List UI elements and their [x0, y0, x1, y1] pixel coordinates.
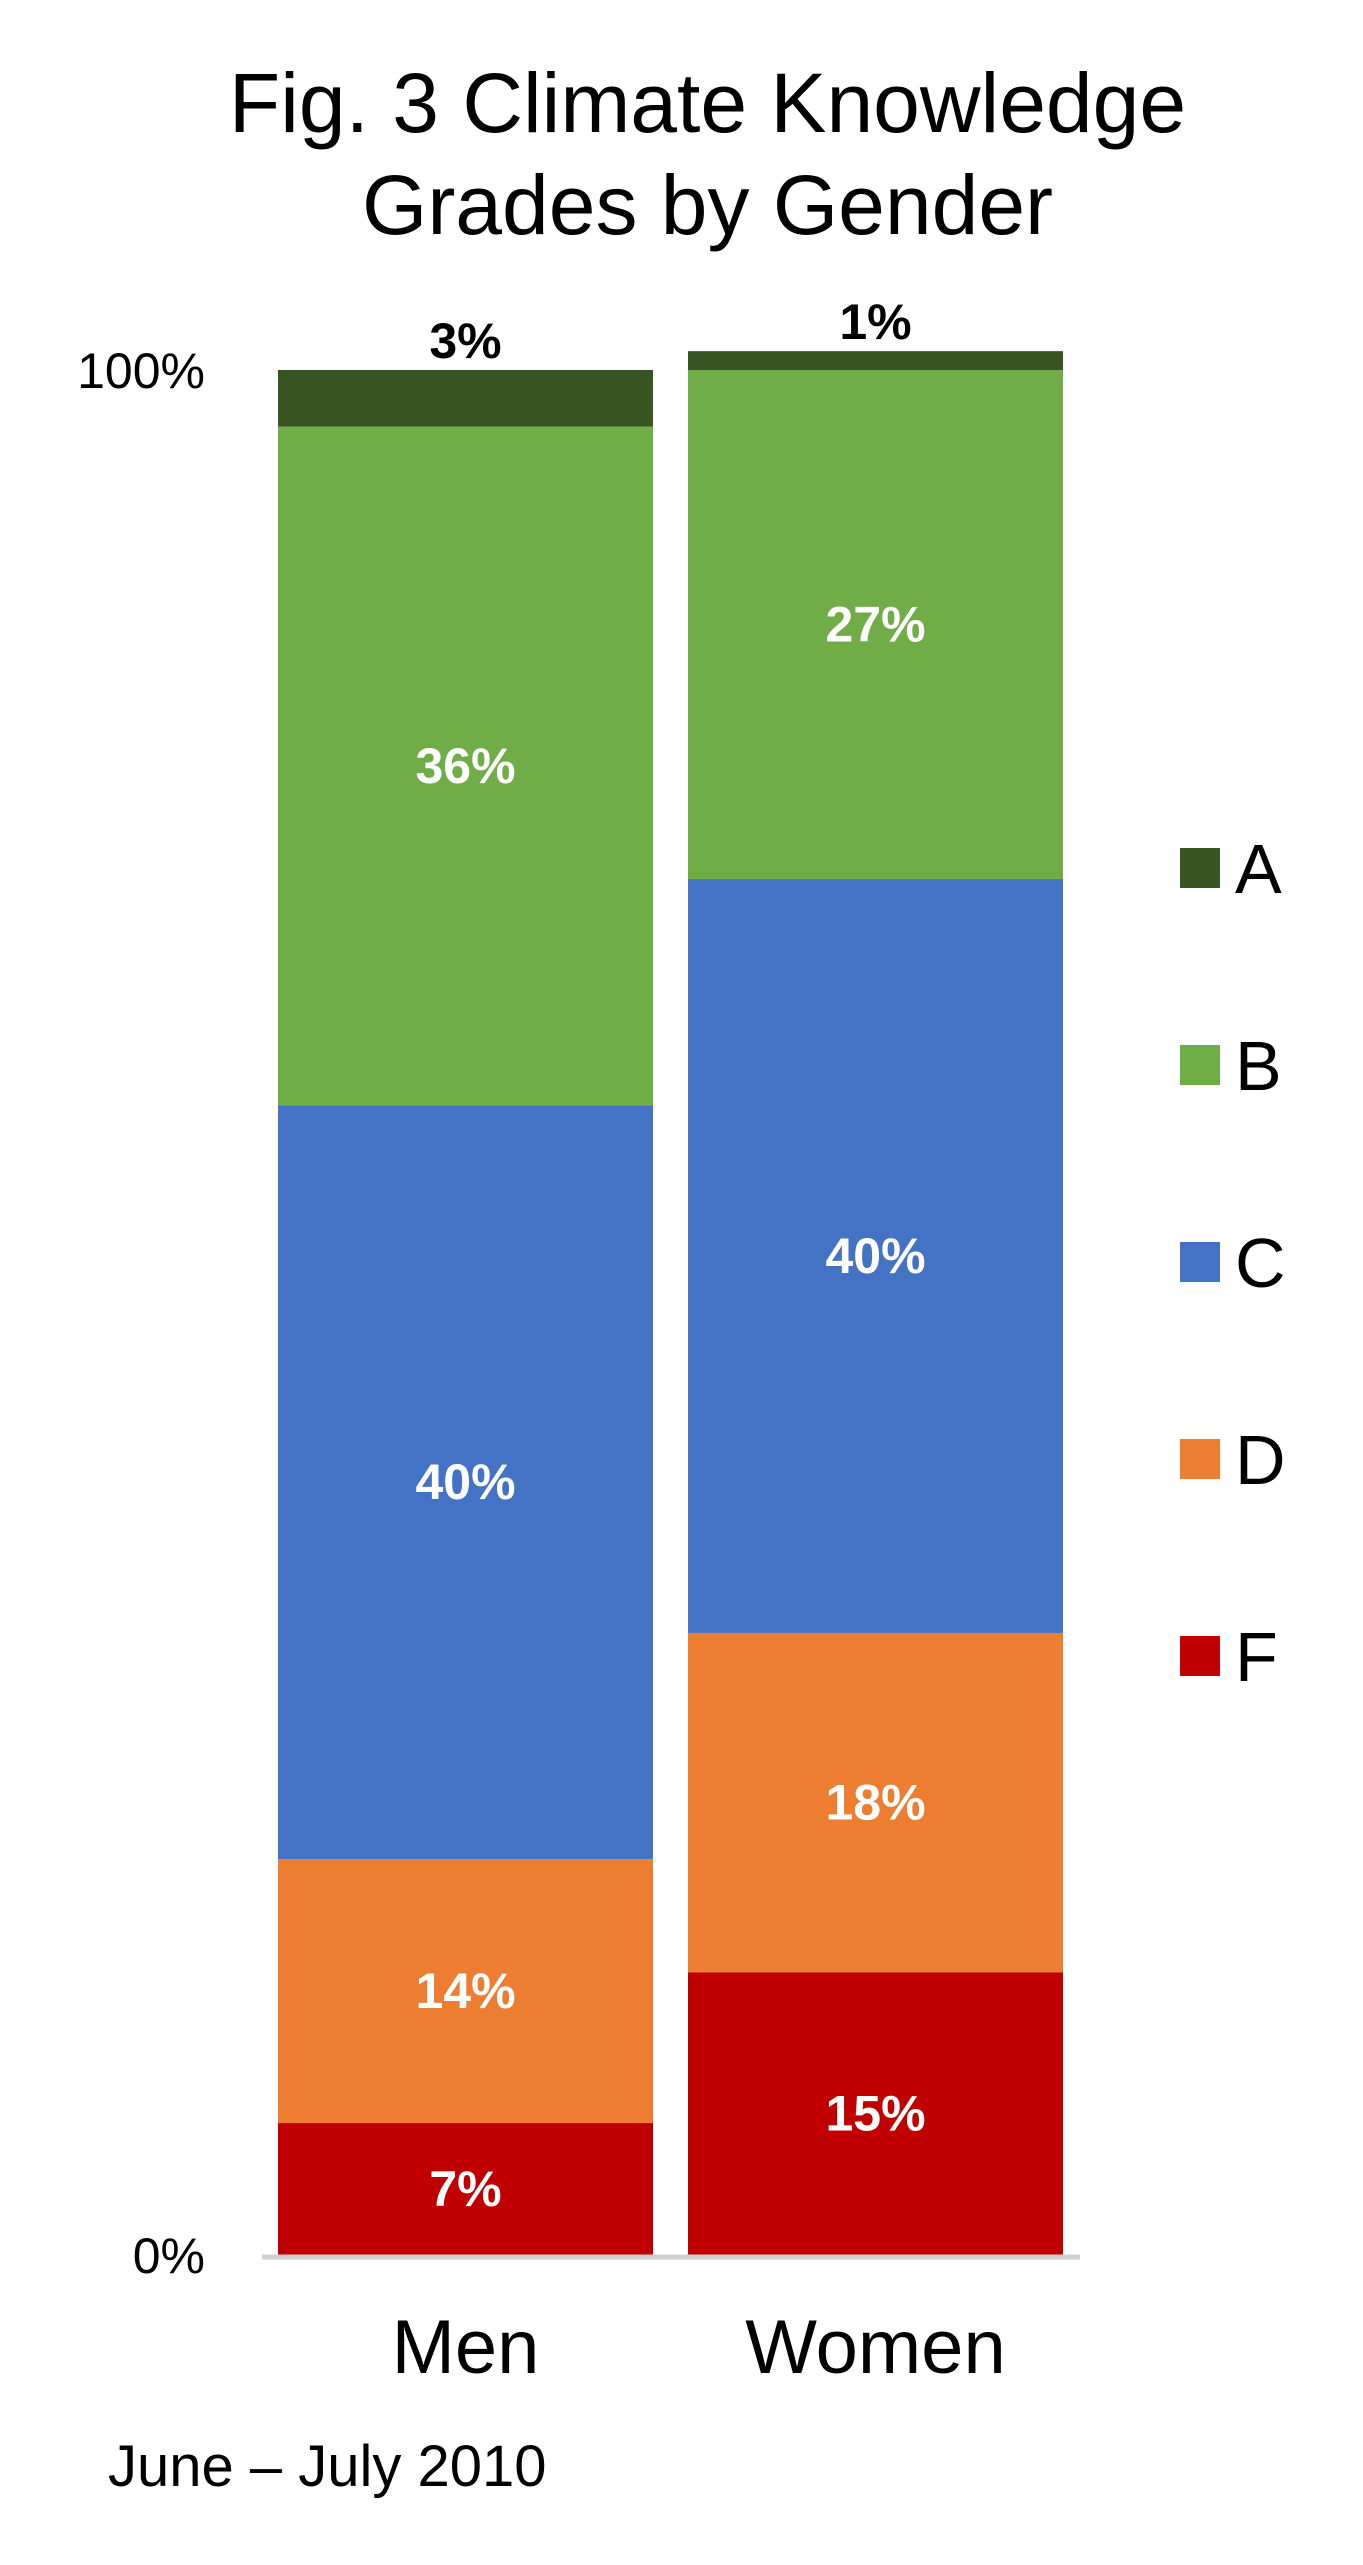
y-tick-label-100: 100% [77, 343, 205, 399]
chart-title-line-1: Fig. 3 Climate Knowledge [228, 56, 1187, 150]
legend-label-d: D [1235, 1421, 1286, 1499]
data-label-women-c: 40% [825, 1228, 925, 1284]
data-label-women-d: 18% [825, 1775, 925, 1831]
data-label-women-a: 1% [839, 294, 911, 350]
data-label-men-c: 40% [415, 1454, 515, 1510]
bar-men-f [278, 2123, 653, 2255]
bar-women-d [688, 1632, 1063, 1973]
y-tick-label-0: 0% [133, 2228, 205, 2284]
legend-swatch-a [1180, 848, 1220, 888]
bar-women-b [688, 370, 1063, 879]
legend-swatch-c [1180, 1242, 1220, 1282]
footnote: June – July 2010 [108, 2434, 547, 2499]
legend-label-a: A [1235, 830, 1282, 908]
bar-men-a [278, 370, 653, 427]
data-label-men-b: 36% [415, 738, 515, 794]
legend-swatch-d [1180, 1439, 1220, 1479]
data-label-women-f: 15% [825, 2086, 925, 2142]
legend-swatch-f [1180, 1636, 1220, 1676]
x-tick-label-men: Men [392, 2305, 540, 2390]
bar-women-f [688, 1972, 1063, 2255]
data-label-men-d: 14% [415, 1963, 515, 2019]
bar-women-a [688, 351, 1063, 370]
chart-title-line-2: Grades by Gender [361, 158, 1054, 252]
legend-label-b: B [1235, 1027, 1282, 1105]
x-tick-label-women: Women [745, 2305, 1005, 2390]
bar-men-c [278, 1105, 653, 1860]
bar-men-d [278, 1859, 653, 2124]
data-label-men-f: 7% [429, 2161, 501, 2217]
legend-label-f: F [1235, 1618, 1278, 1696]
bar-men-b [278, 426, 653, 1106]
chart-title: Fig. 3 Climate Knowledge Grades by Gende… [0, 52, 1363, 256]
legend-label-c: C [1235, 1224, 1286, 1302]
data-label-women-b: 27% [825, 596, 925, 652]
data-label-men-a: 3% [429, 313, 501, 369]
bar-women-c [688, 878, 1063, 1633]
legend-swatch-b [1180, 1045, 1220, 1085]
